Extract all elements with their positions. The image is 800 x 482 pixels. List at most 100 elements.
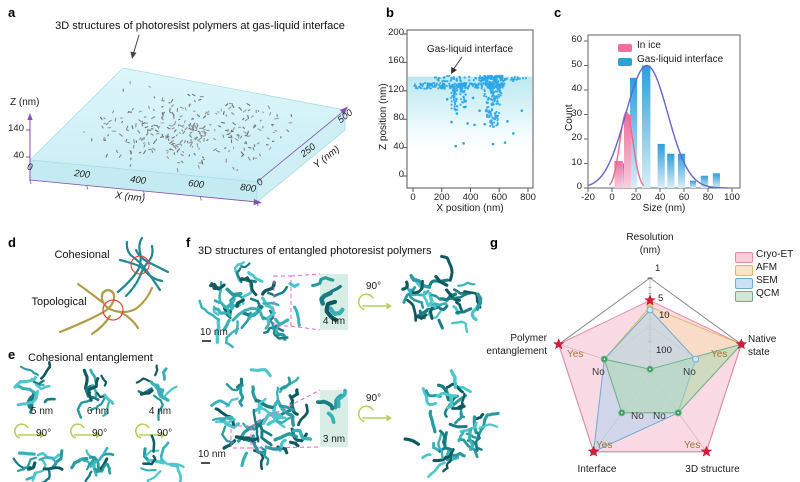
polymer-strand <box>51 449 64 469</box>
speck <box>244 134 248 137</box>
polymer-strand <box>279 404 296 412</box>
polymer-strand <box>147 458 165 465</box>
speck <box>247 156 251 161</box>
scatter-point <box>501 79 504 82</box>
speck <box>101 125 104 129</box>
scatter-point <box>472 79 475 82</box>
scatter-point <box>480 76 484 79</box>
speck <box>242 126 245 130</box>
speck <box>246 130 249 136</box>
polymer-strand <box>438 304 449 311</box>
scatter-point <box>485 95 488 98</box>
rotate-90-arrow <box>357 293 392 311</box>
scatter-point <box>482 82 486 85</box>
scatter-point <box>477 82 480 85</box>
polymer-strand <box>449 369 458 389</box>
scatter-point <box>468 75 471 78</box>
histogram-bar <box>630 77 638 188</box>
scatter-point <box>490 114 493 117</box>
speck <box>226 132 231 136</box>
scatter-point <box>456 105 459 108</box>
entangled-cluster-bottom <box>210 368 313 471</box>
speck <box>188 122 192 126</box>
scatter-point <box>450 78 453 81</box>
scatter-point <box>498 88 501 91</box>
speck <box>173 129 177 133</box>
scatter-point <box>497 93 500 96</box>
speck <box>144 126 149 129</box>
polymer-strand <box>279 376 292 391</box>
speck <box>232 122 236 126</box>
scatter-point <box>483 89 486 93</box>
rotate-arc <box>357 293 374 311</box>
scatter-point <box>498 103 501 106</box>
speck <box>231 112 235 115</box>
polymer-strand <box>13 375 38 389</box>
scatter-point <box>512 132 515 135</box>
polymer-strand <box>235 298 245 308</box>
scatter-point <box>489 84 492 87</box>
polymer-strand <box>85 457 95 471</box>
polymer-strand <box>100 374 108 387</box>
polymer-strand <box>240 451 249 468</box>
speck <box>182 130 186 135</box>
scatter-point <box>471 96 475 100</box>
scatter-point <box>488 76 492 79</box>
scatter-point <box>418 86 421 89</box>
speck <box>161 99 165 102</box>
speck <box>204 132 207 135</box>
polymer-strand <box>278 402 293 417</box>
scatter-point <box>453 89 457 93</box>
rotated-structure <box>70 446 115 482</box>
scatter-point <box>440 86 444 89</box>
polymer-strand <box>163 385 178 398</box>
scatter-point <box>429 87 432 90</box>
scatter-point <box>478 76 481 79</box>
scatter-point <box>513 75 516 79</box>
speck <box>162 111 166 116</box>
polymer-strand <box>146 470 162 482</box>
title-pointer-arrow <box>132 34 140 56</box>
zoom-connector <box>250 446 321 449</box>
scatter-point <box>471 85 475 88</box>
histogram-bar <box>624 114 632 188</box>
scatter-point <box>433 83 437 86</box>
speck <box>232 127 235 131</box>
scatter-point <box>490 109 494 112</box>
scatter-point <box>453 105 456 108</box>
x-tick-mark <box>256 201 259 207</box>
speck <box>236 169 239 172</box>
scatter-point <box>491 75 494 78</box>
scatter-point <box>489 124 492 128</box>
polymer-strand <box>457 438 479 459</box>
polymer-strand <box>161 367 168 381</box>
polymer-strand <box>261 296 275 314</box>
speck <box>151 116 156 120</box>
scatter-point <box>454 91 457 95</box>
speck <box>171 104 174 108</box>
scatter-point <box>512 78 516 81</box>
scatter-point <box>480 83 483 86</box>
polymer-strand <box>266 401 278 427</box>
scatter-point <box>483 92 486 96</box>
polymer-strand <box>89 446 109 468</box>
histogram-bar <box>667 153 675 188</box>
rotate-arrowhead <box>96 431 101 439</box>
rotated-cluster-top <box>401 255 483 334</box>
scatter-point <box>459 93 462 96</box>
scatter-point <box>431 82 434 85</box>
speck <box>115 149 119 154</box>
scatter-point <box>499 77 502 81</box>
speck <box>198 137 202 141</box>
scatter-point <box>422 82 425 86</box>
scatter-point <box>464 87 467 90</box>
scatter-point <box>501 75 504 78</box>
panel-a-3d-plot <box>26 34 348 207</box>
marker-circle-sem <box>646 306 654 314</box>
polymer-strand <box>275 416 292 425</box>
scatter-point <box>486 75 490 79</box>
entangled-structure-4nm <box>135 364 178 421</box>
polymer-strand <box>273 432 299 442</box>
scatter-point <box>415 85 418 88</box>
scatter-point <box>482 77 485 80</box>
